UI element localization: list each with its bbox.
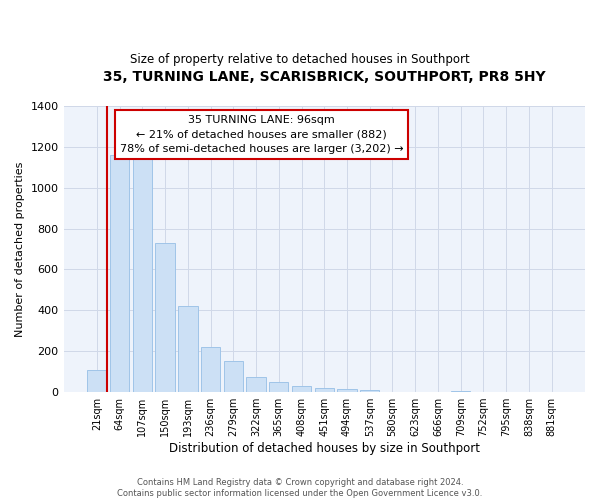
Bar <box>224 362 243 392</box>
Bar <box>133 156 152 392</box>
Bar <box>155 243 175 392</box>
Bar <box>360 390 379 392</box>
Title: 35, TURNING LANE, SCARISBRICK, SOUTHPORT, PR8 5HY: 35, TURNING LANE, SCARISBRICK, SOUTHPORT… <box>103 70 545 84</box>
Text: Contains HM Land Registry data © Crown copyright and database right 2024.
Contai: Contains HM Land Registry data © Crown c… <box>118 478 482 498</box>
Bar <box>110 155 130 392</box>
Bar <box>292 386 311 392</box>
Bar <box>178 306 197 392</box>
Text: 35 TURNING LANE: 96sqm
← 21% of detached houses are smaller (882)
78% of semi-de: 35 TURNING LANE: 96sqm ← 21% of detached… <box>120 114 404 154</box>
Bar <box>247 377 266 392</box>
Bar <box>451 391 470 392</box>
Bar <box>269 382 289 392</box>
Y-axis label: Number of detached properties: Number of detached properties <box>15 162 25 336</box>
X-axis label: Distribution of detached houses by size in Southport: Distribution of detached houses by size … <box>169 442 480 455</box>
Bar <box>87 370 107 392</box>
Bar <box>314 388 334 392</box>
Bar <box>337 389 356 392</box>
Text: Size of property relative to detached houses in Southport: Size of property relative to detached ho… <box>130 52 470 66</box>
Bar <box>201 347 220 392</box>
